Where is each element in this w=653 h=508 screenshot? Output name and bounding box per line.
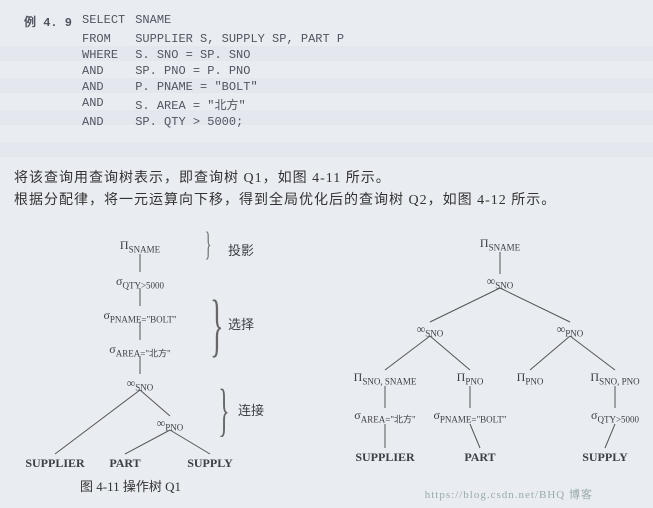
q1-proj: ΠSNAME: [120, 238, 160, 254]
sql-kw: FROM: [82, 31, 135, 47]
q2-join-pno: ∞PNO: [557, 322, 584, 338]
example-label: 例 4. 9: [24, 12, 82, 31]
q1-lbl-proj: 投影: [228, 240, 254, 259]
sql-expr: SUPPLIER S, SUPPLY SP, PART P: [135, 31, 354, 47]
sql-expr: SP. PNO = P. PNO: [135, 63, 354, 79]
sql-expr: SNAME: [135, 12, 354, 31]
q2-proj-sname: ΠSNAME: [480, 236, 520, 252]
q2-leaf-supplier: SUPPLIER: [355, 450, 414, 465]
q2-leaf-supply: SUPPLY: [582, 450, 628, 465]
q1-caption: 图 4-11 操作树 Q1: [80, 476, 181, 495]
q1-lbl-join: 连接: [238, 400, 264, 419]
q2-join-sno-top: ∞SNO: [487, 274, 514, 290]
sql-expr: P. PNAME = "BOLT": [135, 79, 354, 95]
q1-sel-area: σAREA="北方": [109, 342, 170, 359]
sql-kw: AND: [82, 63, 135, 79]
sql-kw: WHERE: [82, 47, 135, 63]
q1-sel-qty: σQTY>5000: [116, 274, 164, 290]
watermark: https://blog.csdn.net/BHQ 博客: [425, 486, 593, 502]
q2-proj-sno-pno: ΠSNO, PNO: [590, 370, 639, 386]
q2-proj-sno-sname: ΠSNO, SNAME: [354, 370, 417, 386]
page-root: 例 4. 9 SELECT SNAME FROMSUPPLIER S, SUPP…: [0, 0, 653, 508]
q2-join-sno: ∞SNO: [417, 322, 444, 338]
tree-q2: ΠSNAME ∞SNO ∞SNO ∞PNO ΠSNO, SNAME ΠPNO Π…: [330, 230, 650, 500]
q1-join-sno: ∞SNO: [127, 376, 154, 392]
sql-expr: SP. QTY > 5000;: [135, 114, 354, 130]
body-text-1: 将该查询用查询树表示，即查询树 Q1，如图 4-11 所示。: [14, 168, 639, 190]
sql-block: 例 4. 9 SELECT SNAME FROMSUPPLIER S, SUPP…: [24, 12, 354, 130]
sql-expr: S. SNO = SP. SNO: [135, 47, 354, 63]
q2-proj-pno2: ΠPNO: [517, 370, 544, 386]
q2-proj-pno: ΠPNO: [457, 370, 484, 386]
tree-q1: ΠSNAME σQTY>5000 σPNAME="BOLT" σAREA="北方…: [10, 230, 320, 500]
q1-lbl-sel: 选择: [228, 314, 254, 333]
q1-leaf-supply: SUPPLY: [187, 456, 233, 471]
q1-leaf-part: PART: [109, 456, 140, 471]
q2-sel-area: σAREA="北方": [354, 408, 415, 425]
q1-sel-pname: σPNAME="BOLT": [103, 308, 176, 324]
q2-sel-pname: σPNAME="BOLT": [433, 408, 506, 424]
q2-leaf-part: PART: [464, 450, 495, 465]
sql-kw: AND: [82, 95, 135, 114]
sql-table: 例 4. 9 SELECT SNAME FROMSUPPLIER S, SUPP…: [24, 12, 354, 130]
q2-sel-qty: σQTY>5000: [591, 408, 639, 424]
sql-expr: S. AREA = "北方": [135, 95, 354, 114]
sql-kw: AND: [82, 79, 135, 95]
q1-join-pno: ∞PNO: [157, 416, 184, 432]
q1-leaf-supplier: SUPPLIER: [25, 456, 84, 471]
sql-kw: AND: [82, 114, 135, 130]
body-text-2: 根据分配律，将一元运算向下移，得到全局优化后的查询树 Q2，如图 4-12 所示…: [14, 190, 639, 212]
sql-kw: SELECT: [82, 12, 135, 31]
